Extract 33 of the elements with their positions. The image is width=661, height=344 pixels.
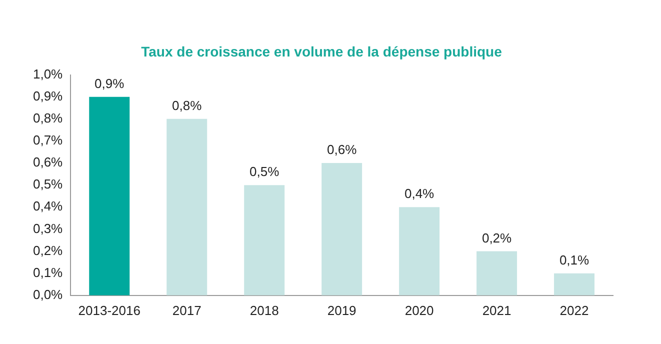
y-tick-label: 0,5% [32, 176, 64, 192]
y-tick-label: 0,7% [32, 132, 64, 148]
x-tick-label: 2013-2016 [78, 302, 140, 318]
bar [322, 163, 362, 296]
x-tick-label: 2019 [327, 302, 356, 318]
y-tick-label: 0,0% [32, 286, 64, 302]
x-tick-label: 2020 [404, 302, 434, 318]
x-tick-label: 2017 [172, 302, 202, 318]
bar [476, 251, 518, 296]
y-tick-label: 0,4% [32, 198, 64, 214]
bar [244, 185, 285, 296]
data-label: 0,8% [172, 98, 202, 113]
data-label: 0,9% [94, 76, 125, 91]
bar [89, 96, 130, 296]
data-label: 0,1% [559, 252, 590, 268]
bar [166, 118, 208, 296]
chart-title: Taux de croissance en volume de la dépense publique [141, 43, 502, 60]
data-label: 0,5% [250, 164, 280, 180]
data-label: 0,6% [326, 142, 358, 158]
y-tick-label: 0,1% [32, 264, 64, 280]
y-tick-label: 0,2% [32, 242, 64, 258]
data-label: 0,4% [404, 186, 435, 202]
y-tick-label: 0,3% [32, 220, 64, 236]
y-tick-label: 1,0% [32, 66, 64, 82]
data-label: 0,2% [482, 230, 512, 246]
bar [554, 273, 594, 296]
y-tick-label: 0,9% [32, 88, 64, 104]
bar [399, 207, 440, 296]
y-tick-label: 0,8% [32, 110, 64, 126]
x-tick-label: 2021 [482, 302, 512, 318]
x-tick-label: 2022 [560, 302, 589, 318]
x-tick-label: 2018 [250, 302, 279, 318]
y-tick-label: 0,6% [32, 154, 64, 170]
